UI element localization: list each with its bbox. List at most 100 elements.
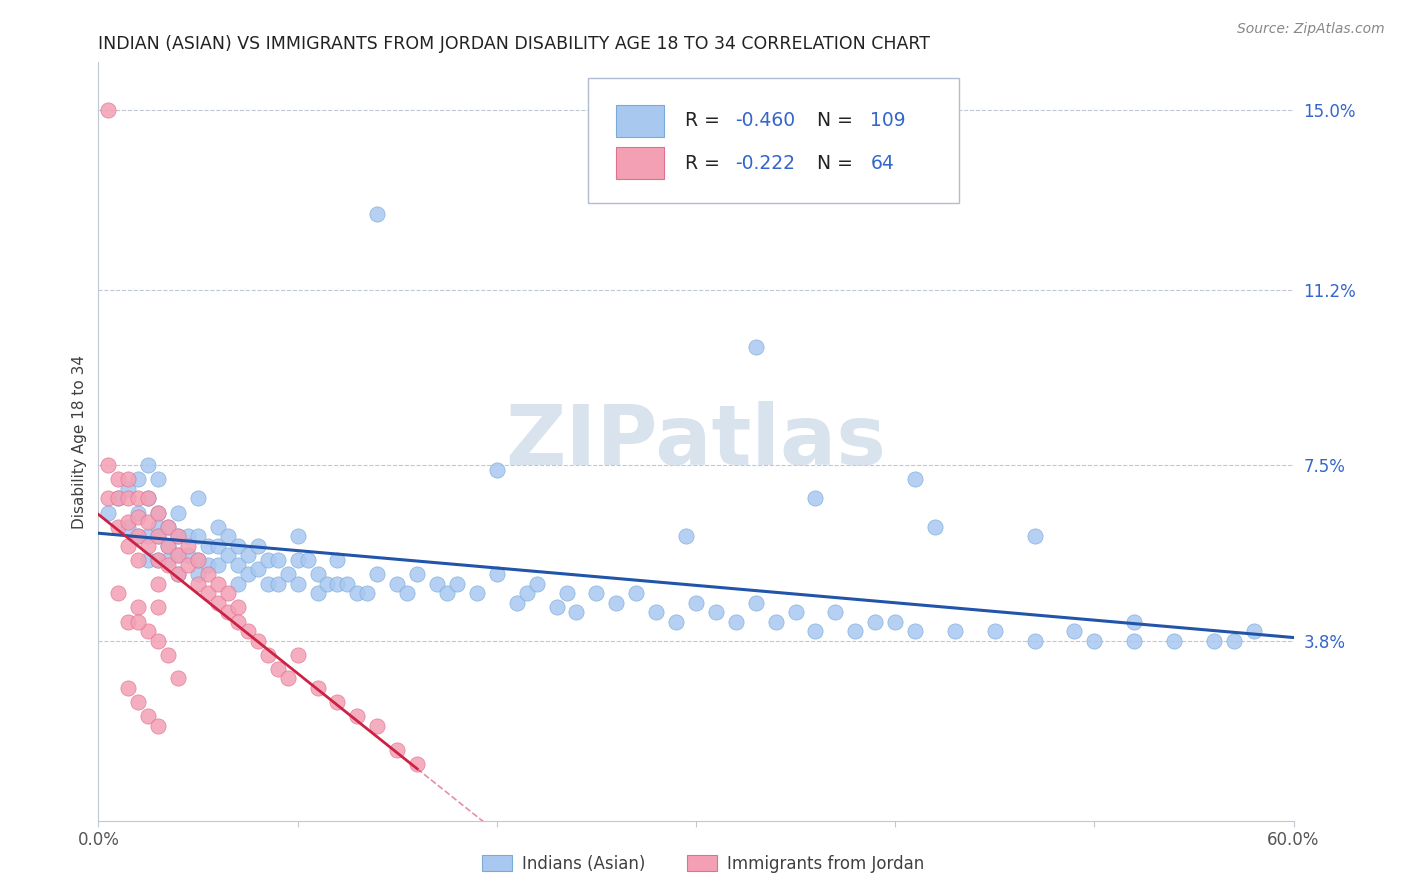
Point <box>217 586 239 600</box>
Point <box>396 586 419 600</box>
Point <box>148 529 170 543</box>
Point <box>127 615 149 629</box>
Legend: Indians (Asian), Immigrants from Jordan: Indians (Asian), Immigrants from Jordan <box>475 848 931 880</box>
Point <box>565 605 588 619</box>
Point <box>256 576 278 591</box>
Point <box>297 553 319 567</box>
Text: Source: ZipAtlas.com: Source: ZipAtlas.com <box>1237 22 1385 37</box>
Point <box>316 576 339 591</box>
Text: -0.460: -0.460 <box>735 112 796 130</box>
Point <box>136 515 159 529</box>
Point <box>675 529 697 543</box>
Point <box>366 719 388 733</box>
Point <box>865 615 887 629</box>
Point <box>287 648 309 662</box>
Point <box>1202 633 1225 648</box>
Point <box>665 615 688 629</box>
Point <box>346 709 368 723</box>
Point <box>346 586 368 600</box>
Point <box>107 520 129 534</box>
Point <box>187 553 209 567</box>
Point <box>157 539 180 553</box>
Point <box>605 596 627 610</box>
Point <box>157 520 180 534</box>
Point <box>326 695 349 709</box>
Point <box>385 742 409 756</box>
Point <box>277 567 299 582</box>
Point <box>107 586 129 600</box>
Text: N =: N = <box>817 112 859 130</box>
Point <box>127 529 149 543</box>
Point <box>136 491 159 506</box>
Point <box>246 633 269 648</box>
Point <box>1024 633 1046 648</box>
Point <box>127 600 149 615</box>
Point <box>207 520 229 534</box>
Point <box>804 491 827 506</box>
Point <box>167 567 190 582</box>
Point <box>745 596 768 610</box>
Point <box>187 576 209 591</box>
Point <box>136 709 159 723</box>
Point <box>197 539 219 553</box>
Point <box>904 624 927 639</box>
Point <box>136 553 159 567</box>
Point <box>984 624 1007 639</box>
Point <box>197 558 219 572</box>
Point <box>148 520 170 534</box>
FancyBboxPatch shape <box>616 105 664 136</box>
Point <box>177 548 200 563</box>
Point <box>824 605 846 619</box>
Point <box>187 567 209 582</box>
Point <box>406 756 429 771</box>
Point <box>356 586 378 600</box>
Point <box>287 553 309 567</box>
Point <box>267 662 290 676</box>
Point <box>107 491 129 506</box>
Point <box>485 567 508 582</box>
Point <box>117 520 139 534</box>
Text: INDIAN (ASIAN) VS IMMIGRANTS FROM JORDAN DISABILITY AGE 18 TO 34 CORRELATION CHA: INDIAN (ASIAN) VS IMMIGRANTS FROM JORDAN… <box>98 35 931 53</box>
Point <box>555 586 578 600</box>
Point <box>148 553 170 567</box>
Y-axis label: Disability Age 18 to 34: Disability Age 18 to 34 <box>72 354 87 529</box>
Point <box>136 491 159 506</box>
Point <box>943 624 966 639</box>
Point <box>217 529 239 543</box>
Point <box>326 553 349 567</box>
Point <box>167 529 190 543</box>
Point <box>157 520 180 534</box>
Point <box>246 562 269 576</box>
Point <box>167 548 190 563</box>
Point <box>127 553 149 567</box>
Point <box>117 615 139 629</box>
Point <box>148 529 170 543</box>
Text: -0.222: -0.222 <box>735 153 796 173</box>
Point <box>1123 615 1146 629</box>
Point <box>804 624 827 639</box>
Point <box>785 605 807 619</box>
Point <box>436 586 458 600</box>
Point <box>406 567 429 582</box>
Point <box>217 605 239 619</box>
Point <box>226 558 249 572</box>
Point <box>287 529 309 543</box>
Point <box>1163 633 1185 648</box>
Point <box>236 548 259 563</box>
Point <box>187 553 209 567</box>
Point <box>256 648 278 662</box>
Point <box>426 576 449 591</box>
Point <box>385 576 409 591</box>
Point <box>157 553 180 567</box>
Point <box>1223 633 1246 648</box>
Point <box>117 539 139 553</box>
Point <box>645 605 668 619</box>
Point <box>167 506 190 520</box>
Text: ZIPatlas: ZIPatlas <box>506 401 886 482</box>
Point <box>246 539 269 553</box>
Point <box>127 529 149 543</box>
Text: R =: R = <box>685 153 725 173</box>
Point <box>117 473 139 487</box>
Point <box>148 553 170 567</box>
Point <box>326 576 349 591</box>
